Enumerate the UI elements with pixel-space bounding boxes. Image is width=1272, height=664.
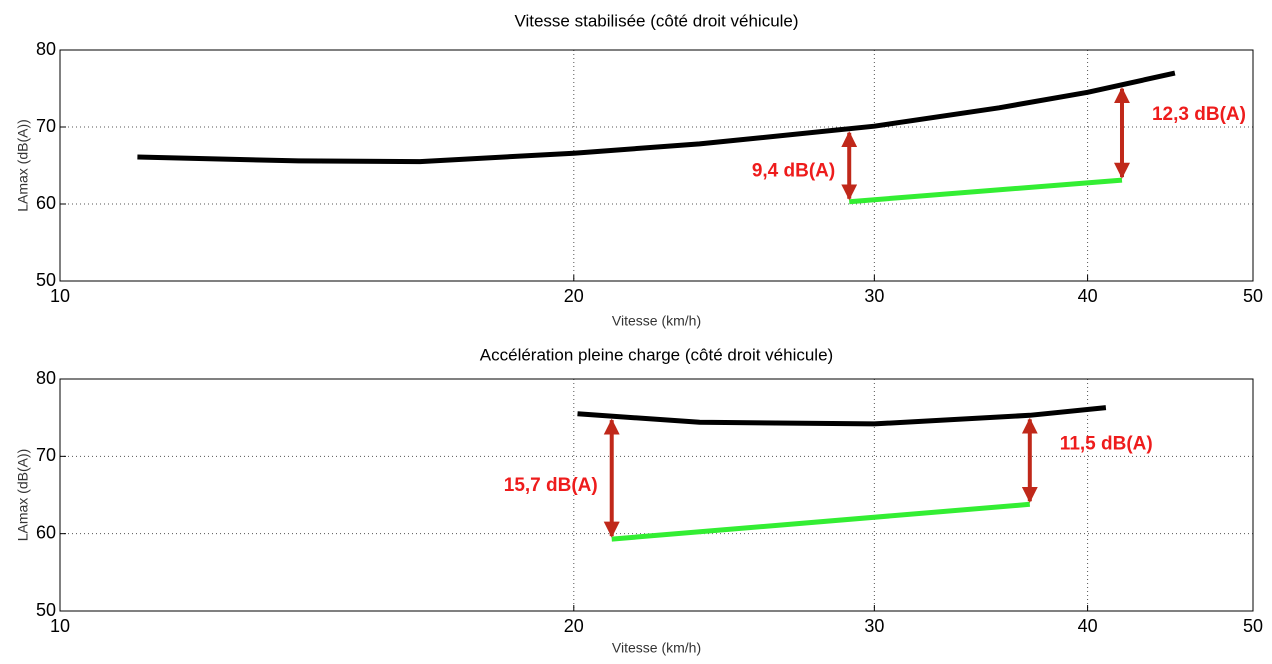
- annotation: 11,5 dB(A): [1060, 433, 1153, 454]
- line-series: [577, 405, 1107, 427]
- x-tick-label: 20: [564, 616, 584, 636]
- y-tick-label: 70: [36, 445, 56, 465]
- x-tick-label: 40: [1078, 616, 1098, 636]
- plot-area: [60, 379, 1253, 611]
- line-series: [849, 177, 1123, 205]
- plot-frame: [59, 49, 1254, 282]
- x-tick-label: 20: [564, 286, 584, 306]
- y-tick-label: 60: [36, 193, 56, 213]
- y-tick-label: 70: [36, 116, 56, 136]
- x-tick-label: 50: [1243, 286, 1263, 306]
- line-series: [137, 70, 1176, 165]
- x-tick-label: 40: [1078, 286, 1098, 306]
- y-tick-label: 80: [36, 39, 56, 59]
- y-tick-label: 60: [36, 522, 56, 542]
- plot-frame: [59, 378, 1254, 612]
- x-axis-label: Vitesse (km/h): [612, 313, 701, 329]
- x-tick-label: 30: [864, 286, 884, 306]
- x-axis-label: Vitesse (km/h): [612, 640, 701, 656]
- y-tick-label: 80: [36, 368, 56, 388]
- chart-title: Vitesse stabilisée (côté droit véhicule): [514, 11, 798, 30]
- y-tick-label: 50: [36, 600, 56, 620]
- y-axis-label: LAmax (dB(A)): [15, 449, 31, 542]
- y-axis-label: LAmax (dB(A)): [15, 119, 31, 212]
- x-tick-label: 30: [864, 616, 884, 636]
- chart-title: Accélération pleine charge (côté droit v…: [480, 345, 833, 364]
- x-tick-label: 10: [50, 616, 70, 636]
- annotation: 15,7 dB(A): [504, 475, 598, 496]
- x-tick-label: 50: [1243, 616, 1263, 636]
- plot-area: [60, 50, 1253, 281]
- line-series: [611, 501, 1031, 542]
- y-tick-label: 50: [36, 270, 56, 290]
- x-tick-label: 10: [50, 286, 70, 306]
- annotation: 12,3 dB(A): [1152, 104, 1246, 125]
- annotation: 9,4 dB(A): [752, 161, 835, 182]
